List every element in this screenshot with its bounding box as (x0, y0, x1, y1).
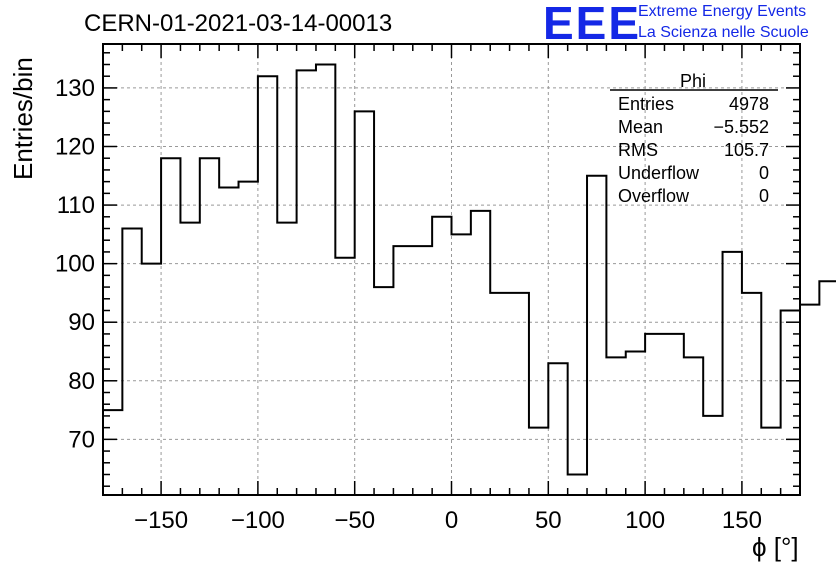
y-axis-label: Entries/bin (8, 57, 38, 180)
y-tick-label: 120 (55, 134, 95, 161)
tick-labels: −150 −100 −50 0 50 100 150 70 80 90 100 110 120 130 (55, 75, 762, 534)
stats-value-overflow: 0 (758, 186, 769, 206)
x-tick-label: 100 (625, 507, 665, 534)
eee-logo: EEE (543, 0, 642, 49)
stats-key-mean: Mean (618, 117, 664, 137)
x-tick-label: 0 (445, 507, 458, 534)
y-tick-label: 70 (68, 426, 95, 453)
y-tick-label: 130 (55, 75, 95, 102)
x-tick-label: −50 (334, 507, 375, 534)
stats-value-underflow: 0 (758, 163, 769, 183)
eee-logo-line1: Extreme Energy Events (638, 3, 807, 20)
x-tick-label: −100 (231, 507, 285, 534)
stats-value-entries: 4978 (728, 94, 769, 114)
axis-ticks (103, 44, 800, 495)
x-axis-label: ϕ [°] (752, 532, 799, 562)
eee-logo-line2: La Scienza nelle Scuole (638, 24, 809, 41)
x-tick-label: −150 (134, 507, 188, 534)
stats-value-rms: 105.7 (723, 140, 769, 160)
stats-key-underflow: Underflow (618, 163, 700, 183)
y-tick-label: 80 (68, 368, 95, 395)
grid-lines (103, 44, 800, 495)
stats-key-entries: Entries (618, 94, 675, 114)
chart-title: CERN-01-2021-03-14-00013 (84, 10, 393, 37)
x-tick-label: 50 (535, 507, 562, 534)
stats-box-title: Phi (680, 71, 707, 91)
stats-key-overflow: Overflow (618, 186, 690, 206)
stats-value-mean: −5.552 (713, 117, 769, 137)
y-tick-label: 100 (55, 251, 95, 278)
y-tick-label: 110 (57, 192, 95, 219)
plot-frame (102, 43, 801, 496)
stats-key-rms: RMS (618, 140, 658, 160)
x-tick-label: 150 (722, 507, 762, 534)
y-tick-label: 90 (68, 309, 95, 336)
histogram-series-phi (103, 63, 836, 476)
